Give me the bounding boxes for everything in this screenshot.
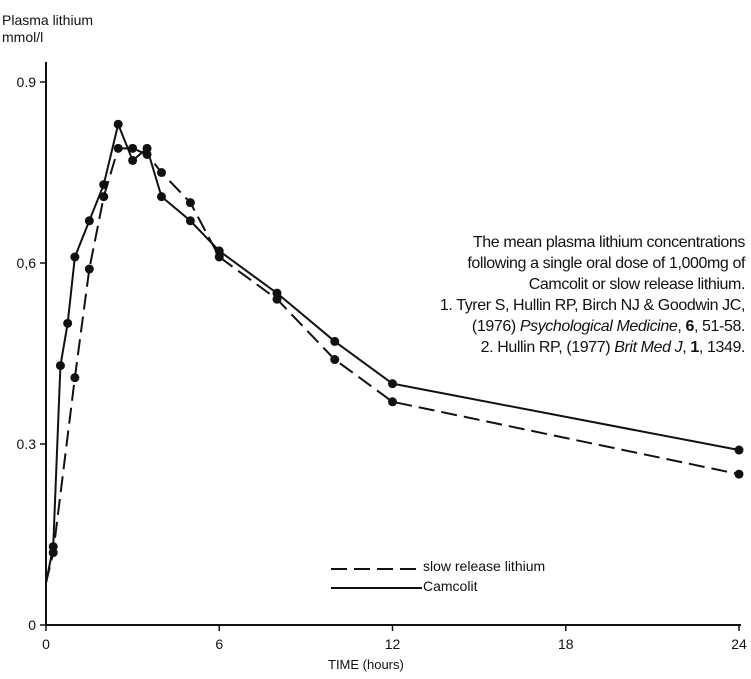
annotation-line-2: following a single oral dose of 1,000mg … <box>440 253 745 274</box>
x-tick-label: 0 <box>42 636 50 652</box>
data-point <box>388 379 397 388</box>
data-point <box>85 216 94 225</box>
annotation-line-1: The mean plasma lithium concentrations <box>440 232 745 253</box>
journal-name: Psychological Medicine <box>520 318 678 335</box>
chart-annotation: The mean plasma lithium concentrations f… <box>440 232 745 358</box>
y-tick-label: 0.3 <box>17 436 37 452</box>
data-point <box>114 144 123 153</box>
data-point <box>157 192 166 201</box>
y-axis-label-line2: mmol/l <box>2 29 43 46</box>
data-point <box>157 168 166 177</box>
legend-entry-slow-release: slow release lithium <box>423 558 545 574</box>
annotation-line-3: Camcolit or slow release lithium. <box>440 274 745 295</box>
x-tick-label: 18 <box>558 636 574 652</box>
y-axis-label-line1: Plasma lithium <box>2 12 93 29</box>
x-tick-label: 24 <box>731 636 747 652</box>
data-point <box>273 289 282 298</box>
y-tick-label: 0,6 <box>17 255 37 271</box>
data-point <box>99 180 108 189</box>
data-point <box>70 252 79 261</box>
data-point <box>330 355 339 364</box>
data-point <box>114 120 123 129</box>
annotation-line-4: 1. Tyrer S, Hullin RP, Birch NJ & Goodwi… <box>440 295 745 316</box>
data-point <box>186 198 195 207</box>
chart-ticks: 0 6 12 18 24 0 0.3 0,6 0.9 <box>17 74 747 652</box>
series-line-slow-release <box>46 148 739 582</box>
x-axis-label: TIME (hours) <box>328 657 404 672</box>
data-point <box>735 446 744 455</box>
data-point <box>388 397 397 406</box>
data-point <box>735 470 744 479</box>
data-point <box>128 156 137 165</box>
data-point <box>85 265 94 274</box>
data-point <box>143 144 152 153</box>
x-tick-label: 12 <box>385 636 401 652</box>
data-point <box>330 337 339 346</box>
data-point <box>70 373 79 382</box>
journal-name: Brit Med J <box>614 339 682 356</box>
legend-lines <box>331 569 422 588</box>
volume-number: 1 <box>690 339 699 356</box>
legend-entry-camcolit: Camcolit <box>423 578 477 594</box>
annotation-line-6: 2. Hullin RP, (1977) Brit Med J, 1, 1349… <box>440 337 745 358</box>
data-point <box>215 246 224 255</box>
y-tick-label: 0.9 <box>17 74 37 90</box>
data-point <box>49 542 58 551</box>
x-tick-label: 6 <box>215 636 223 652</box>
y-tick-label: 0 <box>28 617 36 633</box>
data-point <box>63 319 72 328</box>
data-point <box>56 361 65 370</box>
annotation-line-5: (1976) Psychological Medicine, 6, 51-58. <box>440 316 745 337</box>
data-point <box>186 216 195 225</box>
volume-number: 6 <box>685 318 694 335</box>
